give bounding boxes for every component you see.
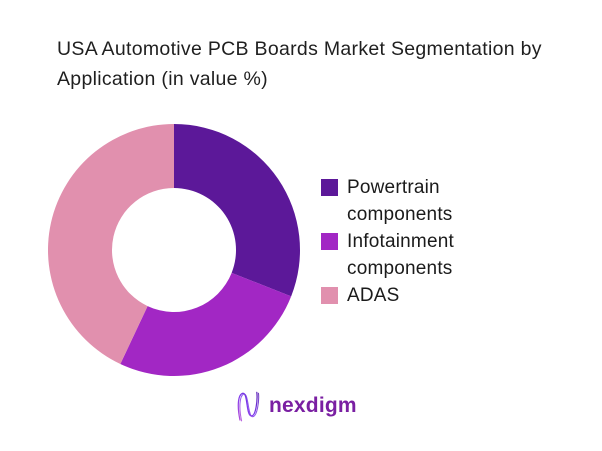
legend-label-adas: ADAS: [347, 285, 400, 306]
legend-swatch-adas: [321, 287, 338, 304]
donut-slice-powertrain: [174, 124, 300, 297]
legend-item-infotainment: Infotainment components: [321, 228, 497, 282]
brand-wordmark: nexdigm: [269, 394, 357, 417]
donut-chart-svg: [47, 123, 300, 377]
chart-title: USA Automotive PCB Boards Market Segment…: [57, 38, 542, 90]
donut-chart: [44, 120, 304, 380]
legend-label-powertrain: Powertrain components: [347, 177, 453, 225]
donut-slice-adas: [47, 123, 174, 365]
legend-item-powertrain: Powertrain components: [321, 174, 497, 228]
legend-swatch-infotainment: [321, 233, 338, 250]
brand-logo: nexdigm: [235, 389, 357, 423]
donut-slice-infotainment: [120, 272, 292, 377]
legend-swatch-powertrain: [321, 179, 338, 196]
legend-item-adas: ADAS: [321, 282, 497, 309]
legend-label-infotainment: Infotainment components: [347, 231, 454, 279]
nexdigm-logo-icon: [237, 391, 260, 422]
legend: Powertrain components Infotainment compo…: [321, 174, 497, 309]
